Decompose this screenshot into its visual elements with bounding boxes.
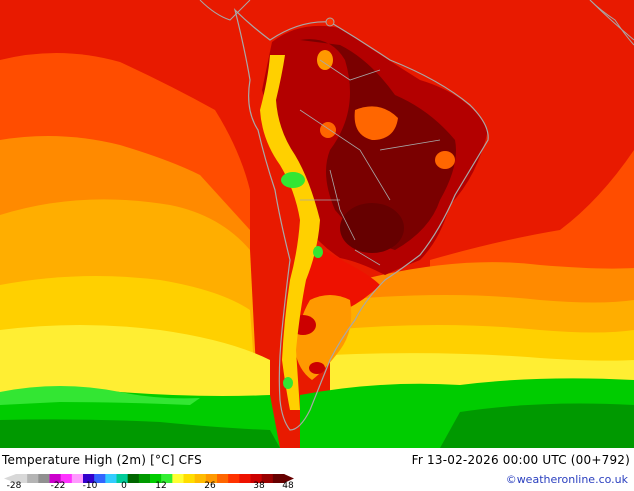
andes-cool-1 [281, 172, 305, 188]
legend-swatch [49, 474, 62, 483]
legend-swatch [161, 474, 173, 483]
legend-swatch [38, 474, 50, 483]
legend-tick: -22 [50, 481, 66, 491]
borders [299, 59, 441, 266]
legend-swatch [116, 474, 129, 483]
temperature-map[interactable] [0, 0, 634, 448]
orange-patch-central [320, 122, 336, 138]
legend-swatch [205, 474, 218, 483]
legend-swatch [194, 474, 207, 483]
legend-swatch [239, 474, 251, 483]
legend-swatch [217, 474, 229, 483]
legend-swatch [150, 474, 162, 483]
legend-swatch [228, 474, 240, 483]
andes-cool-2 [313, 246, 323, 258]
africa-coast [589, 0, 634, 46]
legend-swatch [16, 474, 28, 483]
legend-swatch [94, 474, 106, 483]
legend-tick: -10 [82, 481, 98, 491]
legend-swatch [172, 474, 184, 483]
legend-arrow-left [4, 474, 16, 483]
legend-swatch [127, 474, 140, 483]
hot-spot-cone-2 [309, 362, 325, 374]
legend-swatch [138, 474, 151, 483]
andes-cool-3 [283, 377, 293, 389]
hot-spot-parana [340, 203, 404, 253]
valid-time: Fr 13-02-2026 00:00 UTC (00+792) [411, 453, 630, 467]
legend-bar [4, 474, 294, 483]
legend-arrow-right [284, 474, 294, 483]
orange-patch-north [317, 50, 333, 70]
land-deep-red [300, 39, 456, 250]
map-title: Temperature High (2m) [°C] CFS [2, 453, 202, 467]
legend-tick: 48 [282, 481, 294, 491]
legend-tick: 0 [121, 481, 127, 491]
legend-swatch [250, 474, 263, 483]
legend-swatch [183, 474, 196, 483]
legend-swatch [27, 474, 39, 483]
legend-swatch [105, 474, 117, 483]
legend-tick: 26 [204, 481, 216, 491]
legend-swatch [60, 474, 73, 483]
orange-patch-amazon [354, 106, 398, 140]
legend-swatch [83, 474, 95, 483]
coastline-south-america [233, 8, 489, 431]
field-lightgreen-west [0, 386, 200, 405]
map-canvas [0, 0, 634, 448]
field-darkgreen-west [0, 419, 280, 448]
footer-bar: Temperature High (2m) [°C] CFS Fr 13-02-… [0, 448, 634, 491]
andes-ridge [260, 55, 320, 410]
legend-tick: -28 [6, 481, 22, 491]
orange-patch-ne [435, 151, 455, 169]
legend-swatch [272, 474, 285, 483]
field-darkgreen-east [440, 403, 634, 448]
island-dot [325, 17, 335, 27]
legend-swatch [261, 474, 274, 483]
legend-swatch [71, 474, 84, 483]
color-legend: -28 -22 -10 0 12 26 38 48 [0, 470, 300, 491]
credit-link[interactable]: ©weatheronline.co.uk [505, 473, 628, 486]
legend-tick: 38 [253, 481, 265, 491]
legend-tick: 12 [155, 481, 167, 491]
